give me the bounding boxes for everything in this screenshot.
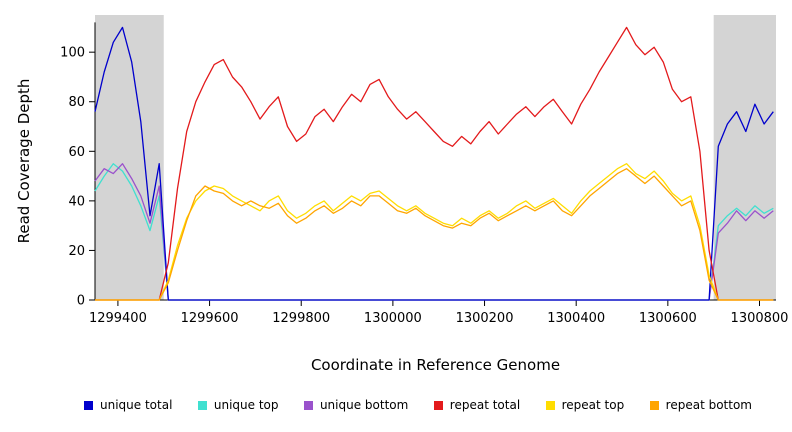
legend-swatch-icon [649,400,659,410]
legend-item-repeat-top: repeat top [545,398,625,412]
y-tick-label: 80 [68,95,85,110]
legend-item-unique-top: unique top [197,398,279,412]
legend-label: unique bottom [319,398,409,412]
legend-item-unique-bottom: unique bottom [303,398,409,412]
series-line-repeat-bottom [95,168,774,301]
series-line-unique-bottom [94,163,774,301]
series-line-unique-top [94,163,774,301]
x-tick-label: 1299800 [272,311,330,326]
legend-swatch-icon [84,400,93,410]
legend-swatch-icon [545,400,555,410]
y-axis-title: Read Coverage Depth [15,78,33,244]
x-tick-label: 1299600 [181,311,239,326]
legend-item-repeat-bottom: repeat bottom [649,398,752,412]
series-line-repeat-total [95,26,774,301]
legend-label: unique total [100,398,173,412]
legend-item-unique-total: unique total [84,398,172,412]
x-tick-label: 1300000 [364,311,422,326]
legend-item-repeat-total: repeat total [433,398,521,412]
series-line-repeat-top [95,163,774,301]
y-tick-label: 100 [60,46,85,61]
x-tick-label: 1300200 [456,311,514,326]
x-tick-label: 1300400 [547,311,605,326]
legend-swatch-icon [433,400,443,410]
legend-label: repeat top [561,398,625,412]
y-tick-label: 60 [68,145,85,160]
legend-swatch-icon [303,400,313,410]
legend-label: unique top [213,398,279,412]
plot-area: 1299400 1299600 1299800 1300000 1300200 13004… [60,15,789,326]
shaded-region [95,15,164,300]
x-axis-title: Coordinate in Reference Genome [310,356,561,374]
legend: unique total unique top unique bottom repea… [84,398,752,412]
legend-label: repeat bottom [665,398,752,412]
legend-swatch-icon [197,400,207,410]
x-tick-label: 1299400 [89,311,147,326]
x-tick-label: 1300600 [639,311,697,326]
y-tick-label: 20 [68,244,85,259]
y-tick-label: 0 [77,294,85,309]
x-tick-label: 1300800 [731,311,789,326]
legend-label: repeat total [449,398,521,412]
series-line-unique-total [94,26,774,301]
shaded-region [713,15,776,300]
y-tick-label: 40 [68,194,85,209]
